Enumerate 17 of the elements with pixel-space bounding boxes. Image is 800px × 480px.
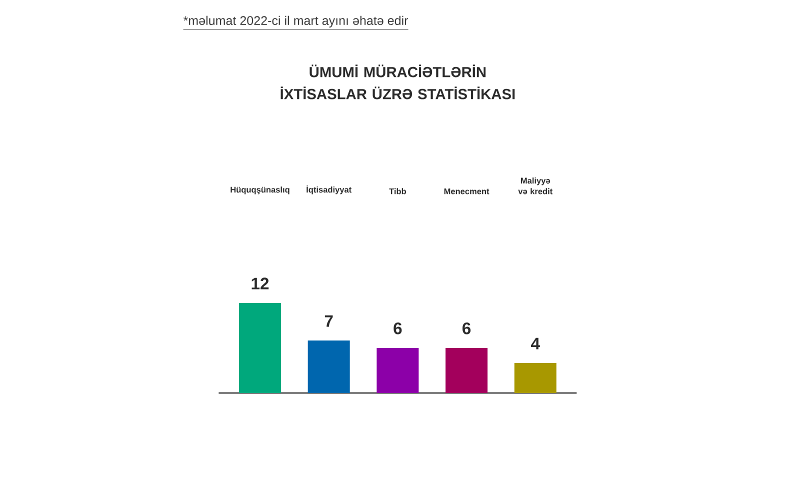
x-tick-label: Tibb <box>389 188 406 194</box>
data-label: 6 <box>462 322 471 334</box>
text: *məlumat 2022-ci il mart ayını əhatə edir <box>183 16 408 28</box>
bar <box>308 340 350 393</box>
bar <box>239 303 282 393</box>
x-tick-label: Menecment <box>444 188 490 194</box>
x-tick-label: İqtisadiyyat <box>306 185 352 194</box>
bar <box>376 348 419 393</box>
data-label: 12 <box>252 278 269 290</box>
data-label: 4 <box>531 338 540 350</box>
x-tick-label: Maliyyə və kredit <box>518 178 553 194</box>
bar <box>514 363 556 393</box>
bar <box>446 348 488 393</box>
data-label: 6 <box>394 322 402 334</box>
data-label: 7 <box>324 315 333 327</box>
x-tick-label: Hüquqşünaslıq <box>230 186 290 194</box>
chart-title: ÜMUMİ MÜRACİƏTLƏRİN İXTİSASLAR ÜZRƏ STATİSTİKASI <box>280 64 515 100</box>
